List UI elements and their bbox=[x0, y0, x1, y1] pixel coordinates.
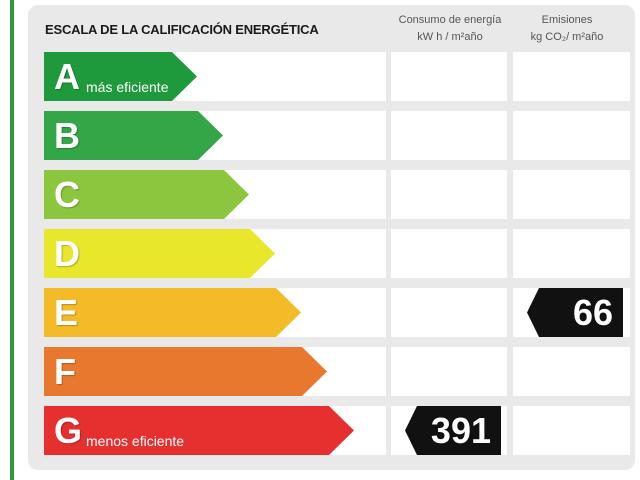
rating-subtitle: menos eficiente bbox=[86, 433, 185, 449]
energy-cell-b bbox=[391, 111, 507, 160]
rating-arrow-f: F bbox=[44, 347, 327, 396]
energy-column-title: Consumo de energía bbox=[398, 14, 502, 26]
rating-subtitle: más eficiente bbox=[86, 79, 169, 95]
rating-letter: G bbox=[54, 410, 83, 451]
rating-letter: A bbox=[54, 56, 80, 97]
emissions-column-unit: kg CO₂/ m²año bbox=[530, 31, 604, 43]
energy-cell-d bbox=[391, 229, 507, 278]
emissions-column-title: Emisiones bbox=[541, 14, 593, 26]
rating-letter: E bbox=[54, 292, 79, 333]
emissions-rating-badge: 66 bbox=[527, 288, 623, 337]
energy-cell-f bbox=[391, 347, 507, 396]
energy-rating-badge: 391 bbox=[405, 406, 501, 455]
energy-cell-e bbox=[391, 288, 507, 337]
rating-letter: B bbox=[54, 115, 80, 156]
rating-letter: D bbox=[54, 233, 80, 274]
energy-column-header: Consumo de energía kW h / m²año bbox=[388, 12, 512, 46]
rating-arrow-c: C bbox=[44, 170, 249, 219]
rating-arrow-b: B bbox=[44, 111, 223, 160]
rating-arrow-e: E bbox=[44, 288, 301, 337]
energy-cell-a bbox=[391, 52, 507, 101]
emissions-cell-c bbox=[513, 170, 630, 219]
emissions-column-header: Emisiones kg CO₂/ m²año bbox=[512, 12, 622, 46]
emissions-cell-d bbox=[513, 229, 630, 278]
emissions-cell-b bbox=[513, 111, 630, 160]
emissions-cell-f bbox=[513, 347, 630, 396]
left-accent-line bbox=[10, 0, 14, 480]
rating-arrow-d: D bbox=[44, 229, 275, 278]
energy-column-unit: kW h / m²año bbox=[417, 31, 483, 43]
energy-cell-c bbox=[391, 170, 507, 219]
rating-letter: C bbox=[54, 174, 80, 215]
rating-letter: F bbox=[54, 351, 76, 392]
emissions-cell-a bbox=[513, 52, 630, 101]
scale-title: ESCALA DE LA CALIFICACIÓN ENERGÉTICA bbox=[45, 22, 319, 37]
emissions-cell-g bbox=[513, 406, 630, 455]
